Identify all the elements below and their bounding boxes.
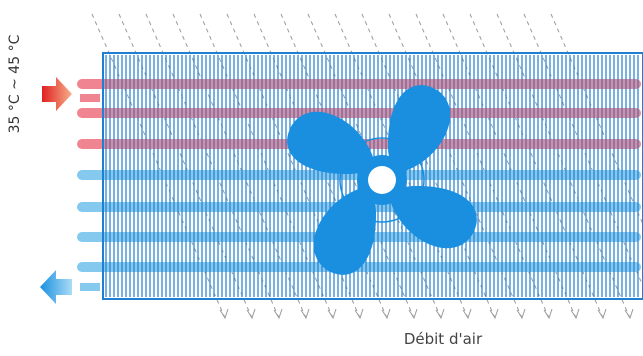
airflow-arrowhead (570, 308, 580, 320)
airflow-arrowhead (489, 308, 499, 320)
fan-icon (287, 85, 477, 275)
airflow-arrowhead (381, 308, 391, 320)
airflow-arrowhead (354, 308, 364, 320)
airflow-arrowhead (327, 308, 337, 320)
temperature-range-label: 35 °C ~ 45 °C (7, 34, 23, 134)
airflow-arrowhead (462, 308, 472, 320)
airflow-arrowhead (300, 308, 310, 320)
inlet-arrow-icon (42, 77, 72, 111)
airflow-arrowhead (516, 308, 526, 320)
airflow-arrows (91, 13, 643, 320)
airflow-arrowhead (435, 308, 445, 320)
airflow-arrowhead (543, 308, 553, 320)
coil-frame (102, 52, 643, 300)
airflow-arrowhead (219, 308, 229, 320)
outlet-arrow-icon (40, 270, 72, 304)
airflow-arrowhead (597, 308, 607, 320)
airflow-line (550, 13, 643, 226)
airflow-arrowhead (408, 308, 418, 320)
airflow-arrowhead (273, 308, 283, 320)
airflow-arrowhead (624, 308, 634, 320)
airflow-label: Débit d'air (403, 330, 483, 348)
airflow-arrowhead (246, 308, 256, 320)
